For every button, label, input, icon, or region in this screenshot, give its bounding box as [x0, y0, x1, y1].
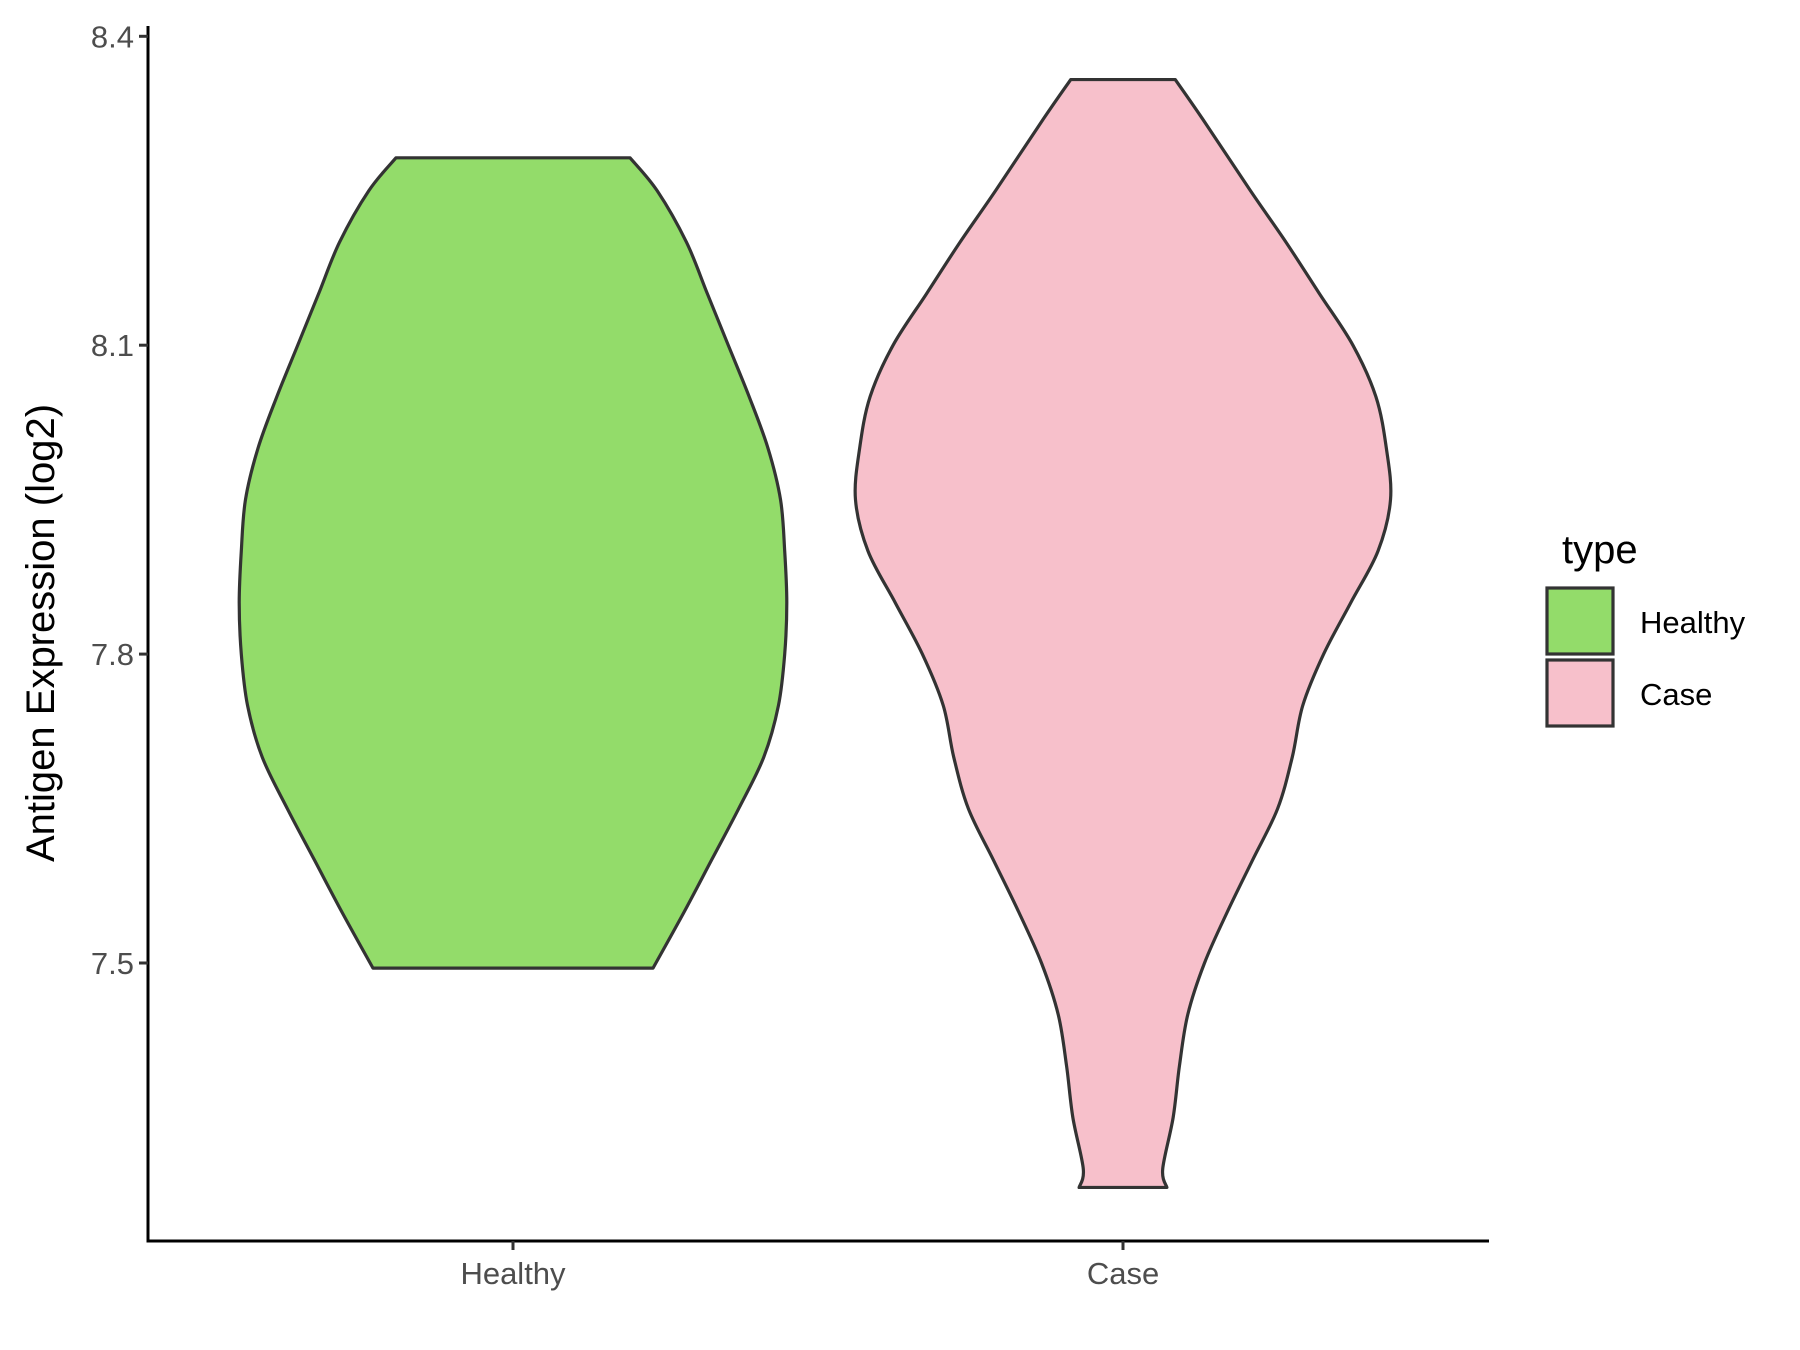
y-tick-label: 7.8 [91, 637, 134, 672]
violin-case [853, 77, 1393, 1190]
legend: type Healthy Case [1545, 528, 1746, 728]
y-ticks: 7.5 7.8 8.1 8.4 [91, 19, 148, 981]
x-tick-label: Case [1087, 1256, 1159, 1291]
x-ticks: Healthy Case [460, 1241, 1159, 1291]
violin-layer [237, 77, 1393, 1190]
legend-label-healthy: Healthy [1640, 605, 1746, 640]
y-tick-label: 7.5 [91, 946, 134, 981]
legend-key-healthy [1545, 586, 1615, 656]
axes [146, 26, 1489, 1243]
legend-label-case: Case [1640, 677, 1712, 712]
y-tick-label: 8.4 [91, 19, 134, 54]
legend-key-case [1545, 658, 1615, 728]
y-tick-label: 8.1 [91, 328, 134, 363]
legend-title: type [1562, 528, 1638, 572]
x-tick-label: Healthy [460, 1256, 566, 1291]
y-axis-title: Antigen Expression (log2) [19, 404, 63, 862]
violin-healthy [237, 156, 789, 970]
